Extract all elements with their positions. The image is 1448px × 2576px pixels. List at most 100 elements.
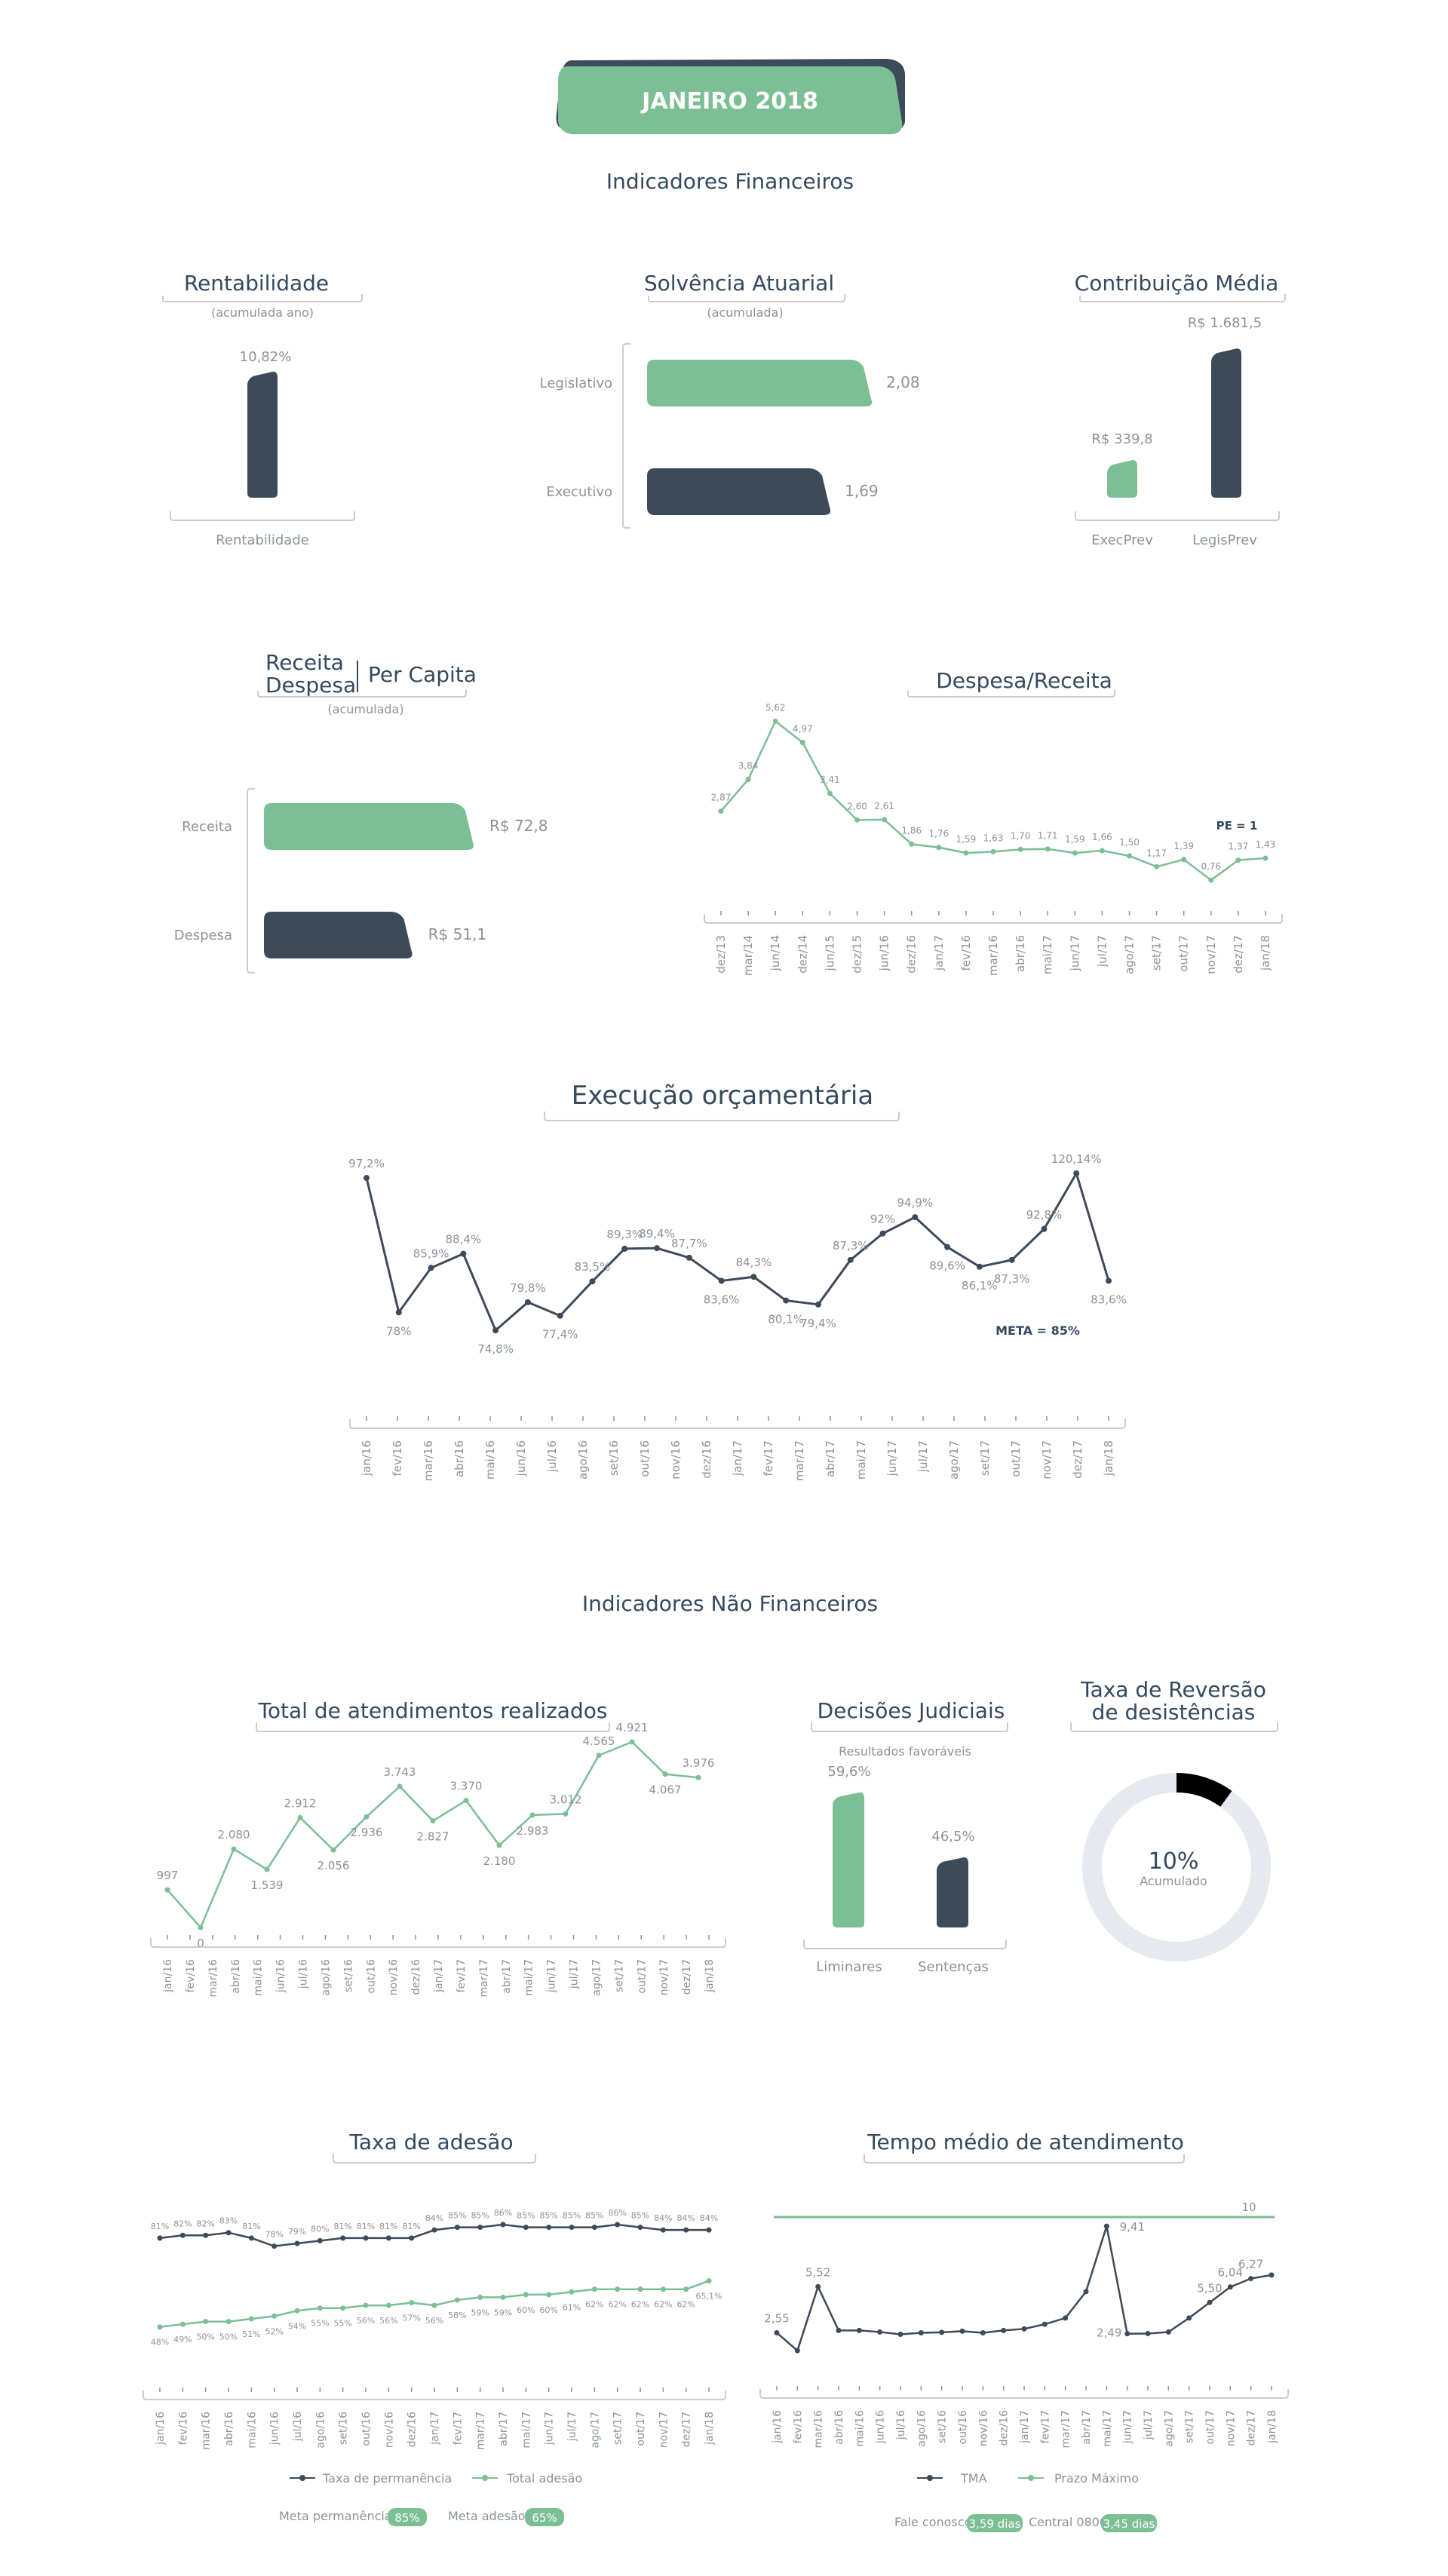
execucao-tick-label-4: mai/16 xyxy=(483,1440,497,1480)
decisoes-bar-liminares xyxy=(833,1792,864,1927)
decisoes-category-1: Sentenças xyxy=(918,1959,989,1975)
execucao-tick-label-8: set/16 xyxy=(607,1440,621,1476)
adesao-point-0-23 xyxy=(683,2227,689,2233)
header-badge xyxy=(558,66,903,134)
execucao-label-23: 83,6% xyxy=(1091,1293,1127,1306)
adesao-plot: 81% 82% 82% 83% 81% 78% 79% 80% 81% 81% 81% 81% 84% 8… xyxy=(143,2208,726,2450)
reversao-title-line2: de desistências xyxy=(1092,1700,1256,1725)
solvencia-title: Solvência Atuarial xyxy=(644,271,834,296)
execucao-tick-label-19: ago/17 xyxy=(947,1440,961,1480)
per-capita-title-line1: Receita xyxy=(265,650,344,675)
solvencia-subtitle: (acumulada) xyxy=(707,305,783,320)
execucao-panel: Execução orçamentária META = 85% 97,2% 78… xyxy=(348,1081,1127,1481)
tempo-fale-label: Fale conosco xyxy=(894,2515,971,2529)
atendimentos-title: Total de atendimentos realizados xyxy=(258,1698,608,1723)
despesa-receita-point-11 xyxy=(1017,846,1023,852)
adesao-tick-label-6: jul/16 xyxy=(292,2412,304,2442)
adesao-label-0-13: 85% xyxy=(448,2211,466,2221)
solvencia-value-1: 1,69 xyxy=(845,482,879,500)
despesa-receita-point-17 xyxy=(1181,857,1187,863)
atendimentos-tick-label-15: abr/17 xyxy=(501,1959,513,1994)
tempo-central-value: 3,45 dias xyxy=(1103,2517,1155,2531)
tempo-tick-label-3: abr/16 xyxy=(833,2410,845,2445)
despesa-receita-point-3 xyxy=(799,740,805,746)
despesa-receita-point-19 xyxy=(1235,857,1241,863)
tempo-point-9 xyxy=(959,2328,965,2334)
tempo-label-21: 5,50 xyxy=(1197,2281,1222,2295)
atendimentos-tick-label-0: jan/16 xyxy=(162,1959,174,1993)
execucao-point-0 xyxy=(364,1175,370,1181)
adesao-meta2-badge xyxy=(525,2508,564,2526)
tempo-tick-label-2: mar/16 xyxy=(813,2410,825,2449)
adesao-tick-label-5: jun/16 xyxy=(269,2412,281,2446)
adesao-tick-label-1: fev/16 xyxy=(177,2412,189,2445)
reversao-title-line1: Taxa de Reversão xyxy=(1080,1677,1266,1702)
despesa-receita-label-9: 1,59 xyxy=(956,834,977,845)
execucao-point-20 xyxy=(1008,1256,1015,1263)
tempo-tick-label-14: mar/17 xyxy=(1060,2410,1072,2449)
adesao-tick-label-22: nov/17 xyxy=(658,2412,670,2448)
tempo-tick-label-12: jan/17 xyxy=(1019,2410,1031,2444)
atendimentos-label-7: 3.743 xyxy=(384,1765,416,1779)
decisoes-bar-sentencas xyxy=(937,1857,968,1927)
adesao-tick-label-2: mar/16 xyxy=(201,2412,213,2450)
per-capita-category-0: Receita xyxy=(182,819,232,835)
despesa-receita-point-5 xyxy=(854,817,860,823)
execucao-title: Execução orçamentária xyxy=(572,1081,873,1111)
adesao-label-0-18: 85% xyxy=(563,2211,581,2221)
atendimentos-tick-label-8: set/16 xyxy=(342,1959,354,1992)
atendimentos-tick-label-11: dez/16 xyxy=(410,1959,422,1995)
tempo-point-24 xyxy=(1269,2272,1275,2278)
adesao-label-1-23: 62% xyxy=(676,2300,695,2310)
adesao-label-1-0: 48% xyxy=(151,2338,169,2348)
atendimentos-tick-label-7: ago/16 xyxy=(320,1959,332,1996)
despesa-receita-point-18 xyxy=(1208,877,1214,883)
execucao-tick-label-10: nov/16 xyxy=(669,1440,683,1480)
solvencia-bar-executivo xyxy=(647,468,831,515)
adesao-label-1-5: 52% xyxy=(265,2326,283,2336)
despesa-receita-label-10: 1,63 xyxy=(983,833,1004,843)
execucao-point-9 xyxy=(654,1245,661,1252)
adesao-label-0-4: 81% xyxy=(242,2222,260,2231)
adesao-label-1-20: 62% xyxy=(608,2300,626,2310)
execucao-label-17: 94,9% xyxy=(897,1196,933,1210)
tempo-central-badge xyxy=(1101,2514,1157,2532)
header: JANEIRO 2018 Indicadores Financeiros xyxy=(556,59,905,194)
adesao-label-1-21: 62% xyxy=(631,2300,649,2310)
atendimentos-point-6 xyxy=(364,1814,370,1820)
despesa-receita-point-9 xyxy=(963,850,969,856)
tempo-tick-label-23: dez/17 xyxy=(1246,2410,1258,2446)
execucao-tick-label-2: mar/16 xyxy=(422,1440,435,1481)
execucao-tick-label-22: nov/17 xyxy=(1040,1440,1054,1480)
tempo-point-1 xyxy=(794,2348,800,2354)
atendimentos-tick-label-16: mai/17 xyxy=(523,1959,535,1996)
adesao-tick-label-3: abr/16 xyxy=(223,2412,235,2446)
adesao-label-0-5: 78% xyxy=(265,2230,283,2240)
despesa-receita-point-13 xyxy=(1072,850,1078,856)
adesao-point-0-15 xyxy=(500,2222,506,2228)
execucao-point-6 xyxy=(557,1312,563,1319)
adesao-point-0-22 xyxy=(660,2227,666,2233)
despesa-receita-label-1: 3,84 xyxy=(738,761,759,771)
despesa-receita-tick-label-1: mar/14 xyxy=(741,935,755,976)
tempo-point-23 xyxy=(1248,2276,1254,2282)
adesao-point-0-12 xyxy=(431,2227,437,2233)
despesa-receita-tick-label-13: jun/17 xyxy=(1068,935,1081,971)
atendimentos-label-2: 2.080 xyxy=(218,1828,250,1842)
atendimentos-tick-label-2: mar/16 xyxy=(207,1959,219,1998)
execucao-point-7 xyxy=(589,1278,596,1285)
rentabilidade-panel: Rentabilidade (acumulada ano) 10,82% Ren… xyxy=(162,271,363,548)
atendimentos-point-14 xyxy=(629,1739,635,1745)
adesao-label-0-21: 85% xyxy=(631,2211,649,2221)
adesao-point-0-19 xyxy=(591,2225,597,2231)
execucao-point-11 xyxy=(718,1277,725,1284)
rentabilidade-category: Rentabilidade xyxy=(216,532,309,548)
execucao-point-23 xyxy=(1106,1277,1112,1284)
adesao-point-0-4 xyxy=(248,2235,254,2241)
despesa-receita-point-15 xyxy=(1127,853,1132,859)
adesao-point-0-16 xyxy=(523,2225,529,2231)
adesao-point-1-12 xyxy=(431,2302,437,2308)
tempo-point-6 xyxy=(897,2332,903,2338)
atendimentos-point-1 xyxy=(198,1924,204,1930)
execucao-tick-label-1: fev/16 xyxy=(391,1440,404,1477)
